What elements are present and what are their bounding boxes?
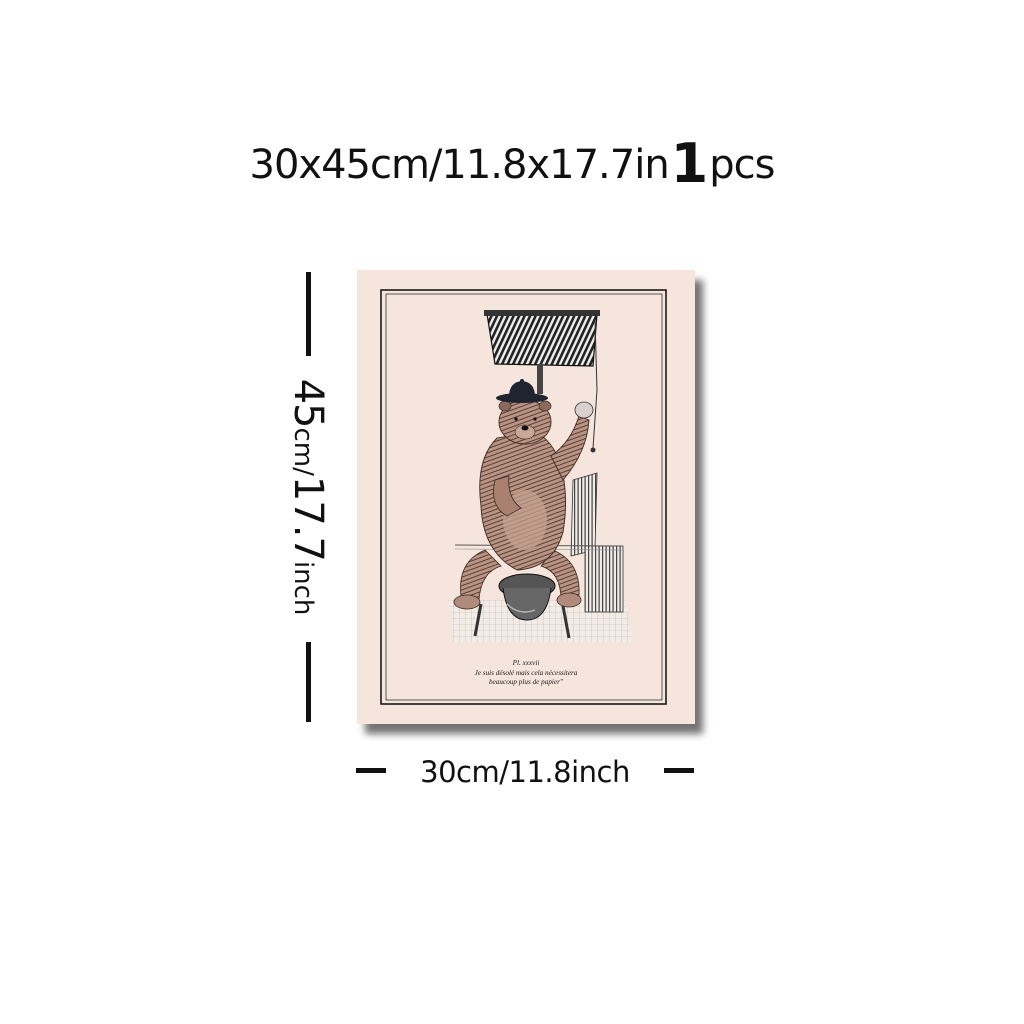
headline-quantity: 1 (670, 132, 709, 195)
poster-caption: Pl. xxxvii Je suis désolé mais cela néce… (447, 659, 605, 688)
caption-line-1: Pl. xxxvii (512, 659, 540, 667)
caption-line-3: beaucoup plus de papier" (489, 678, 563, 687)
height-inch-value: 17.7 (285, 475, 331, 561)
size-headline: 30x45cm/11.8x17.7in1pcs (0, 137, 1024, 191)
height-value: 45 (285, 378, 331, 428)
poster: Pl. xxxvii Je suis désolé mais cela néce… (357, 270, 695, 724)
width-dimension-dash-right (664, 768, 694, 773)
height-inch-unit: inch (288, 560, 318, 616)
height-label: 45cm/17.7inch (285, 379, 331, 616)
headline-unit: pcs (709, 142, 775, 188)
height-dimension-line-top (306, 272, 311, 356)
width-label: 30cm/11.8inch (420, 755, 630, 789)
height-dimension-line-bottom (306, 642, 311, 722)
height-unit: cm/ (288, 427, 318, 476)
caption-line-2: Je suis désolé mais cela nécessitera (474, 668, 578, 677)
width-dimension-dash-left (356, 768, 386, 773)
headline-dimensions: 30x45cm/11.8x17.7in (249, 142, 670, 188)
bear-illustration (380, 289, 667, 705)
